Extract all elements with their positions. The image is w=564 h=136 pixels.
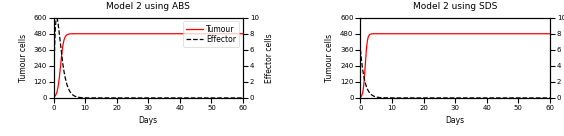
Effector (54, 17, 60, 19)
Effector (142, 97, 149, 99)
Effector (138, 97, 144, 99)
Effector (234, 97, 241, 99)
Legend: Tumour, Effector: Tumour, Effector (183, 21, 239, 47)
Effector (234, 97, 241, 99)
Effector (60, 67, 67, 68)
Tumour (138, 33, 144, 35)
Effector (50, 97, 57, 99)
X-axis label: Days: Days (446, 116, 465, 125)
X-axis label: Days: Days (139, 116, 158, 125)
Line: Effector: Effector (54, 18, 243, 98)
Tumour (60, 43, 67, 44)
Tumour (142, 33, 149, 35)
Tumour (200, 33, 206, 35)
Tumour (115, 33, 122, 35)
Y-axis label: Tumour cells: Tumour cells (19, 34, 28, 82)
Effector (240, 97, 246, 99)
Tumour (240, 33, 246, 35)
Tumour (234, 33, 241, 35)
Y-axis label: Effector cells: Effector cells (265, 33, 274, 83)
Line: Tumour: Tumour (54, 34, 243, 97)
Title: Model 2 using SDS: Model 2 using SDS (413, 2, 497, 11)
Tumour (50, 96, 57, 98)
Effector (200, 97, 206, 99)
Tumour (234, 33, 241, 35)
Title: Model 2 using ABS: Model 2 using ABS (107, 2, 190, 11)
Y-axis label: Tumour cells: Tumour cells (325, 34, 334, 82)
